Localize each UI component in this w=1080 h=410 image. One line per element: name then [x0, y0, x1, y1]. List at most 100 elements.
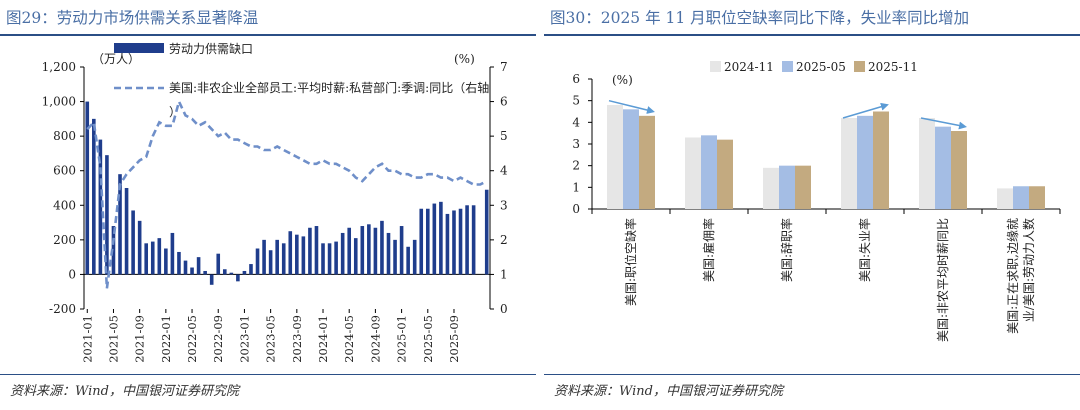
gap-bar	[301, 236, 306, 275]
left-y-tick-label: 800	[53, 129, 76, 143]
gap-bar	[242, 270, 247, 275]
wage-growth-line	[86, 97, 488, 289]
indicator-bar	[935, 126, 951, 209]
right-chart: 0 1 2 3 4 5 6 (%) 2024-11 2025-05 2025-11 美国:职位空缺率 美…	[572, 60, 1061, 342]
x-tick-label: 2025-09	[447, 315, 461, 363]
indicator-bar	[857, 115, 873, 209]
gap-bar	[314, 226, 319, 275]
x-tick-label: 2022-05	[185, 315, 199, 363]
left-y-tick-label: -200	[49, 302, 76, 316]
gap-bar	[406, 246, 410, 275]
right-y-tick-label: 7	[500, 60, 508, 74]
gap-bar	[432, 203, 437, 275]
gap-bar	[92, 118, 96, 275]
trend-arrow	[608, 99, 655, 114]
legend-label-bar: 劳动力供需缺口	[169, 41, 253, 56]
right-source-note: 资料来源：Wind，中国银河证券研究院	[554, 384, 783, 399]
gap-bar	[216, 253, 221, 275]
x-tick-label: 2024-01	[316, 315, 330, 363]
gap-bar	[164, 248, 168, 275]
y-tick-label: 6	[572, 72, 580, 86]
right-chart-title: 图30：2025 年 11 月职位空缺率同比下降，失业率同比增加	[550, 9, 970, 27]
indicator-bar	[763, 167, 779, 209]
gap-bar	[373, 227, 378, 275]
right-axis-unit: (%)	[454, 52, 475, 66]
right-chart-panel: 图30：2025 年 11 月职位空缺率同比下降，失业率同比增加 0 1 2 3 4 5 6…	[544, 0, 1080, 410]
gap-bar	[360, 226, 365, 275]
gap-bar	[484, 189, 489, 275]
right-y-tick-label: 3	[500, 198, 508, 212]
left-y-tick-label: 400	[53, 198, 76, 212]
y-tick-label: 2	[572, 159, 580, 173]
x-tick-label: 2024-09	[368, 315, 382, 363]
left-axis-unit: （万人）	[92, 52, 140, 66]
x-tick-label: 2023-05	[264, 315, 278, 363]
legend-swatch	[710, 61, 721, 72]
right-y-tick-label: 2	[500, 233, 508, 247]
indicator-bar	[639, 115, 655, 209]
indicator-bar	[841, 118, 857, 209]
category-label: 美国:雇佣率	[701, 218, 716, 282]
legend-swatch-bar	[114, 43, 164, 53]
x-tick-label: 2021-05	[106, 315, 120, 363]
gap-bar	[471, 205, 476, 275]
x-tick-label: 2025-01	[395, 315, 409, 363]
gap-bar	[98, 139, 103, 275]
gap-bar	[170, 232, 175, 275]
left-title-rule	[0, 34, 536, 36]
category-label: 业/美国:劳动力人数	[1021, 218, 1036, 322]
left-chart-panel: 图29：劳动力市场供需关系显著降温 -200 0 200 400 600 800 1,000…	[0, 0, 536, 410]
gap-bar	[222, 269, 227, 275]
x-tick-label: 2022-09	[211, 315, 225, 363]
y-tick-label: 4	[572, 115, 580, 129]
y-tick-label: 1	[572, 180, 580, 194]
gap-bar	[419, 208, 424, 275]
gap-bar	[157, 238, 162, 275]
legend-label-line-wrap: ）	[169, 105, 181, 119]
left-y-tick-label: 200	[53, 233, 76, 247]
y-tick-label: 5	[572, 94, 580, 108]
x-tick-label: 2023-09	[290, 315, 304, 363]
indicator-bar	[717, 139, 733, 209]
left-y-tick-label: 600	[53, 164, 76, 178]
left-bottom-rule	[0, 374, 536, 375]
gap-bar	[281, 243, 286, 275]
indicator-bar	[685, 137, 701, 209]
right-y-tick-label: 4	[500, 164, 508, 178]
indicator-bar	[919, 118, 935, 209]
right-title-rule	[544, 34, 1080, 36]
indicator-bar	[701, 135, 717, 209]
indicator-bar	[997, 188, 1013, 209]
category-label: 美国:正在求职,边缘就	[1006, 218, 1020, 334]
gap-bar	[367, 224, 371, 275]
indicator-bar	[607, 105, 623, 209]
gap-bar	[229, 272, 234, 275]
x-tick-label: 2023-01	[237, 315, 251, 363]
gap-bar	[425, 208, 430, 275]
gap-bar	[308, 227, 312, 275]
legend-swatch	[854, 61, 865, 72]
gap-bar	[196, 257, 201, 275]
left-y-tick-label: 0	[68, 267, 76, 281]
gap-bar	[137, 220, 142, 275]
indicator-bar	[1013, 186, 1029, 209]
gap-bar	[275, 239, 279, 275]
gap-bar	[111, 226, 116, 275]
gap-bar	[85, 101, 90, 275]
x-tick-label: 2025-05	[421, 315, 435, 363]
gap-bar	[399, 226, 404, 275]
left-y-tick-label: 1,000	[42, 95, 76, 109]
gap-bar	[268, 250, 273, 275]
gap-bar	[452, 210, 456, 275]
gap-bar	[340, 232, 345, 275]
indicator-bar	[873, 111, 889, 209]
left-chart-title: 图29：劳动力市场供需关系显著降温	[6, 9, 259, 27]
gap-bar	[249, 264, 253, 275]
y-tick-label: 3	[572, 137, 580, 151]
x-tick-label: 2021-09	[133, 315, 147, 363]
trend-arrow	[842, 102, 889, 119]
y-axis-unit: (%)	[612, 73, 633, 87]
gap-bar	[124, 188, 129, 275]
gap-bar	[327, 243, 332, 275]
gap-bar	[295, 234, 299, 275]
